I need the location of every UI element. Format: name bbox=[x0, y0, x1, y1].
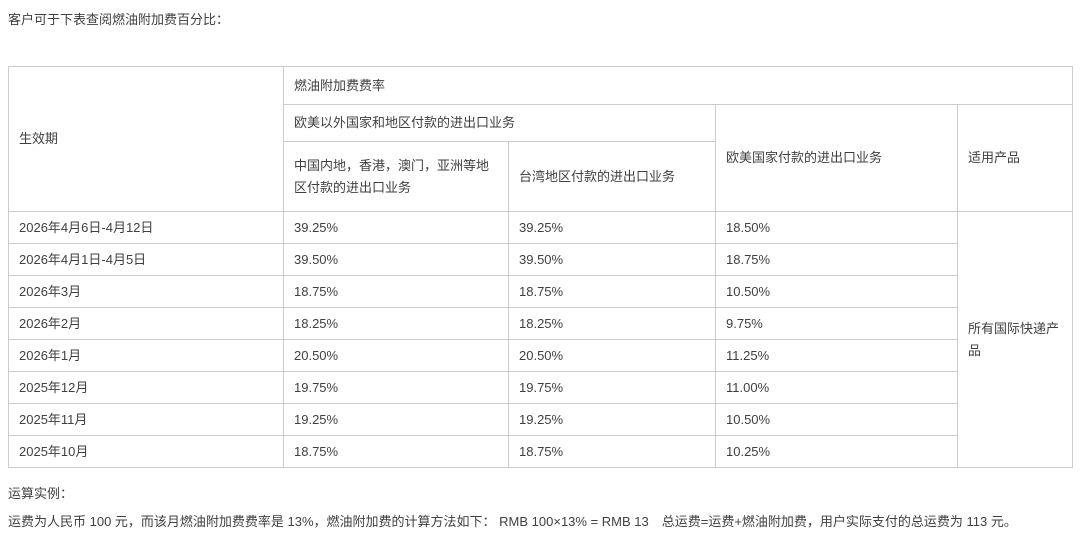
example-body: 运费为人民币 100 元，而该月燃油附加费费率是 13%，燃油附加费的计算方法如… bbox=[8, 514, 1017, 529]
header-row-1: 生效期 燃油附加费费率 bbox=[8, 66, 1074, 212]
header-row-3: 中国内地，香港，澳门，亚洲等地区付款的进出口业务 台湾地区付款的进出口业务 bbox=[9, 141, 1073, 212]
cell-rate-taiwan: 18.75% bbox=[508, 275, 716, 308]
cell-rate-asia: 18.75% bbox=[283, 275, 509, 308]
table-row: 2026年3月 18.75% 18.75% 10.50% bbox=[8, 275, 1073, 308]
cell-rate-taiwan: 19.25% bbox=[508, 403, 716, 436]
cell-rate-taiwan: 39.50% bbox=[508, 243, 716, 276]
cell-rate-western: 11.00% bbox=[715, 371, 958, 404]
cell-rate-taiwan: 18.25% bbox=[508, 307, 716, 340]
cell-rate-asia: 18.75% bbox=[283, 435, 509, 468]
header-western-business: 欧美国家付款的进出口业务 bbox=[715, 104, 958, 212]
cell-period: 2026年3月 bbox=[8, 275, 284, 308]
table-row: 2026年1月 20.50% 20.50% 11.25% bbox=[8, 339, 1073, 372]
cell-period: 2026年2月 bbox=[8, 307, 284, 340]
header-china-asia-business: 中国内地，香港，澳门，亚洲等地区付款的进出口业务 bbox=[283, 141, 509, 212]
cell-rate-asia: 39.50% bbox=[283, 243, 509, 276]
intro-text: 客户可于下表查阅燃油附加费百分比： bbox=[8, 12, 230, 27]
table-row: 2026年4月1日-4月5日 39.50% 39.50% 18.75% bbox=[8, 243, 1073, 276]
header-taiwan-business: 台湾地区付款的进出口业务 bbox=[508, 141, 716, 212]
header-effective-period: 生效期 bbox=[8, 66, 284, 212]
table-row: 2026年4月6日-4月12日 39.25% 39.25% 18.50% 所有国… bbox=[8, 211, 1074, 468]
header-applicable-products: 适用产品 bbox=[956, 104, 1074, 212]
cell-rate-western: 18.50% bbox=[715, 211, 958, 244]
fuel-surcharge-table: 生效期 燃油附加费费率 欧美以外国家和地区付款的进出口业务 欧美国家付款的进出口… bbox=[8, 66, 1074, 468]
table-row: 2026年2月 18.25% 18.25% 9.75% bbox=[8, 307, 1073, 340]
table-row: 2025年10月 18.75% 18.75% 10.25% bbox=[8, 435, 1073, 468]
cell-rate-taiwan: 19.75% bbox=[508, 371, 716, 404]
cell-period: 2026年1月 bbox=[8, 339, 284, 372]
cell-rate-western: 10.50% bbox=[715, 403, 958, 436]
cell-period: 2026年4月1日-4月5日 bbox=[8, 243, 284, 276]
cell-rate-asia: 39.25% bbox=[283, 211, 509, 244]
table-row: 2025年12月 19.75% 19.75% 11.00% bbox=[8, 371, 1073, 404]
cell-rate-western: 18.75% bbox=[715, 243, 958, 276]
table-body: 2026年4月6日-4月12日 39.25% 39.25% 18.50% 所有国… bbox=[8, 211, 1074, 468]
cell-period: 2025年11月 bbox=[8, 403, 284, 436]
cell-rate-asia: 19.25% bbox=[283, 403, 509, 436]
table-row: 2025年11月 19.25% 19.25% 10.50% bbox=[8, 403, 1073, 436]
cell-period: 2026年4月6日-4月12日 bbox=[8, 211, 284, 244]
cell-rate-taiwan: 18.75% bbox=[508, 435, 716, 468]
cell-rate-western: 11.25% bbox=[715, 339, 958, 372]
cell-rate-western: 10.50% bbox=[715, 275, 958, 308]
cell-period: 2025年10月 bbox=[8, 435, 284, 468]
cell-period: 2025年12月 bbox=[8, 371, 284, 404]
example-title: 运算实例： bbox=[8, 486, 74, 501]
table-header: 生效期 燃油附加费费率 欧美以外国家和地区付款的进出口业务 欧美国家付款的进出口… bbox=[8, 66, 1074, 212]
cell-rate-asia: 18.25% bbox=[283, 307, 509, 340]
cell-rate-asia: 19.75% bbox=[283, 371, 509, 404]
cell-rate-western: 9.75% bbox=[715, 307, 958, 340]
header-row-2: 欧美以外国家和地区付款的进出口业务 欧美国家付款的进出口业务 适用产品 bbox=[9, 104, 1074, 212]
cell-rate-western: 10.25% bbox=[715, 435, 958, 468]
cell-rate-taiwan: 20.50% bbox=[508, 339, 716, 372]
header-fuel-surcharge-rate: 燃油附加费费率 bbox=[282, 66, 1074, 105]
cell-rate-taiwan: 39.25% bbox=[508, 211, 716, 244]
cell-rate-asia: 20.50% bbox=[283, 339, 509, 372]
cell-applicable-products: 所有国际快递产品 bbox=[956, 211, 1074, 468]
header-non-western-business: 欧美以外国家和地区付款的进出口业务 bbox=[283, 104, 716, 142]
